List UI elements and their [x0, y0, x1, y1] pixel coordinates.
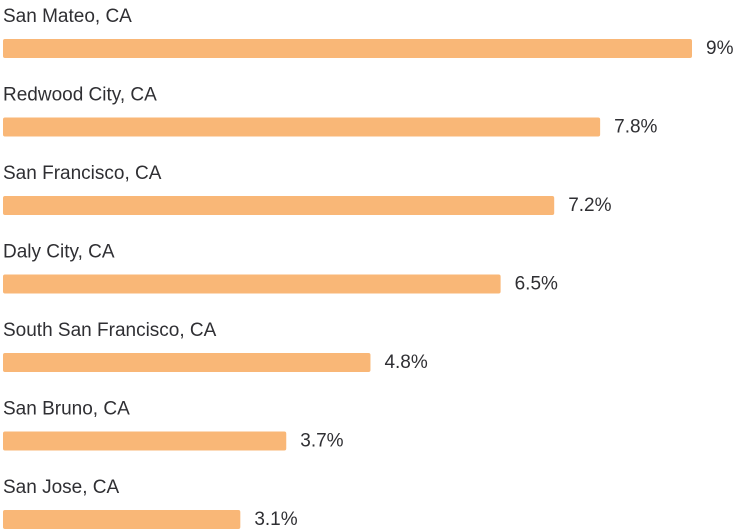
bar [3, 117, 601, 137]
value-label: 6.5% [515, 274, 558, 295]
category-label: San Bruno, CA [3, 399, 130, 420]
category-label: South San Francisco, CA [3, 320, 217, 341]
category-label: Redwood City, CA [3, 85, 157, 106]
value-label: 9% [706, 38, 734, 59]
value-label: 7.8% [614, 117, 657, 138]
value-label: 4.8% [384, 352, 427, 373]
value-label: 7.2% [568, 195, 611, 216]
category-label: San Mateo, CA [3, 6, 132, 27]
bar [3, 431, 287, 451]
bar [3, 274, 501, 294]
bar [3, 39, 692, 58]
category-label: San Francisco, CA [3, 163, 162, 184]
category-label: San Jose, CA [3, 477, 119, 498]
bar [3, 353, 371, 372]
value-label: 3.1% [254, 509, 297, 529]
bar [3, 196, 555, 215]
value-label: 3.7% [300, 431, 343, 452]
bar [3, 510, 241, 529]
category-label: Daly City, CA [3, 242, 115, 263]
